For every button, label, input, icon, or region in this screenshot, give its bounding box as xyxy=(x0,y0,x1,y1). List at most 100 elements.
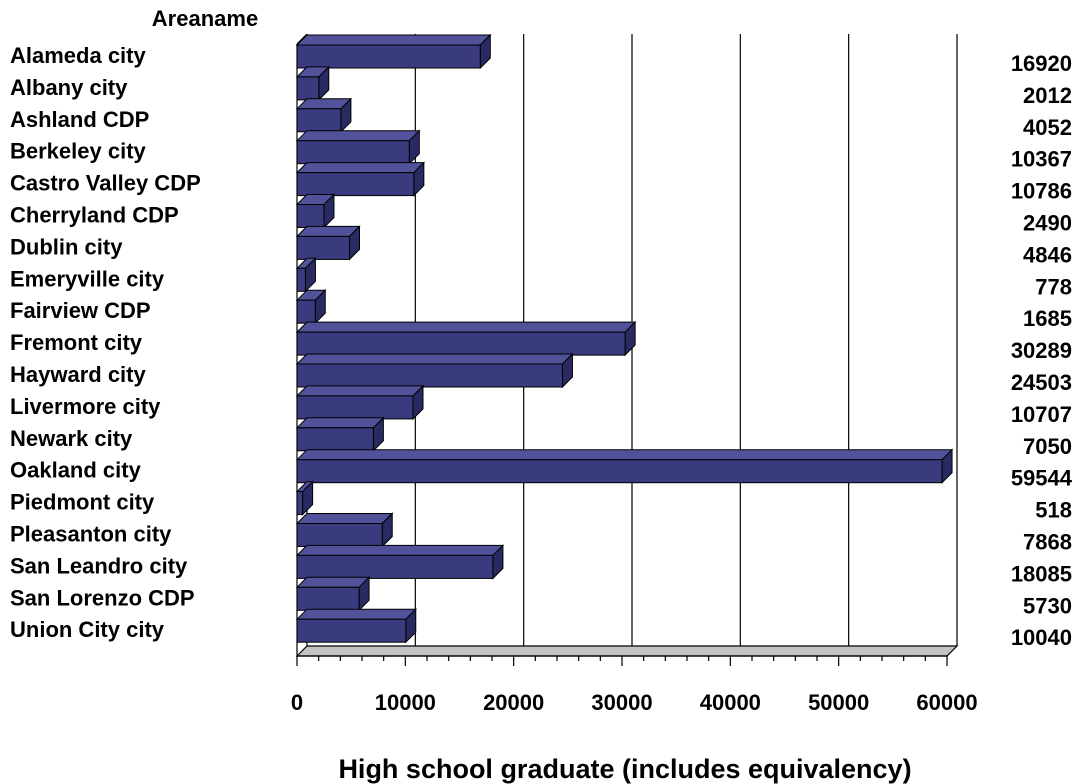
category-label: Berkeley city xyxy=(10,139,147,164)
bar-front-face xyxy=(296,331,626,356)
value-label: 10707 xyxy=(1011,402,1072,427)
bar xyxy=(295,607,417,644)
category-label: Albany city xyxy=(10,75,128,100)
bar-front-face xyxy=(296,76,320,101)
bar-top-face xyxy=(295,544,505,556)
bar-front-face xyxy=(296,427,374,452)
bar-front-face xyxy=(296,395,414,420)
x-tick-label: 20000 xyxy=(483,690,544,715)
category-label: Union City city xyxy=(10,617,165,642)
bar-front-face xyxy=(296,204,325,228)
x-tick-label: 0 xyxy=(291,690,303,715)
value-label: 18085 xyxy=(1011,561,1072,586)
bar-front-face xyxy=(296,140,410,165)
value-label: 10040 xyxy=(1011,625,1072,650)
bar xyxy=(295,193,336,229)
x-tick-label: 30000 xyxy=(591,690,652,715)
bar xyxy=(295,129,421,165)
bar-front-face xyxy=(296,459,943,484)
value-label: 16920 xyxy=(1011,51,1072,76)
bar xyxy=(295,480,314,516)
bar xyxy=(295,512,394,548)
category-label: Oakland city xyxy=(10,458,142,483)
value-label: 778 xyxy=(1035,274,1072,299)
x-tick-label: 50000 xyxy=(808,690,869,715)
bar-top-face xyxy=(295,608,417,620)
category-label: Fremont city xyxy=(10,330,143,355)
value-label: 2012 xyxy=(1023,83,1072,108)
category-label: Dublin city xyxy=(10,234,123,259)
bar xyxy=(295,65,331,102)
category-label: Emeryville city xyxy=(10,266,165,291)
bar-front-face xyxy=(296,172,415,197)
bar-front-face xyxy=(296,618,407,643)
category-label: Newark city xyxy=(10,426,133,451)
bar xyxy=(295,161,426,197)
category-label: Hayward city xyxy=(10,362,146,387)
value-label: 4052 xyxy=(1023,115,1072,140)
x-tick-label: 40000 xyxy=(700,690,761,715)
bar xyxy=(295,448,954,484)
bar xyxy=(295,33,492,70)
category-label: Castro Valley CDP xyxy=(10,171,201,196)
bar-top-face xyxy=(295,417,385,429)
bar xyxy=(295,416,385,453)
bar xyxy=(295,384,425,421)
value-label: 10367 xyxy=(1011,147,1072,172)
value-label: 4846 xyxy=(1023,242,1072,267)
x-tick-label: 10000 xyxy=(375,690,436,715)
category-label: Livermore city xyxy=(10,394,161,419)
bar xyxy=(295,257,317,293)
bar-front-face xyxy=(296,235,350,260)
bar-front-face xyxy=(296,267,306,292)
value-label: 518 xyxy=(1035,498,1072,523)
x-axis-title: High school graduate (includes equivalen… xyxy=(338,754,911,784)
value-label: 59544 xyxy=(1011,466,1073,491)
x-tick-label: 60000 xyxy=(916,690,977,715)
bar-top-face xyxy=(295,385,425,397)
bar xyxy=(295,576,371,612)
bar-front-face xyxy=(296,491,304,516)
bar-top-face xyxy=(295,353,574,365)
category-label: San Leandro city xyxy=(10,553,188,578)
category-label: Piedmont city xyxy=(10,490,155,515)
floor-layer xyxy=(295,645,959,666)
bar-top-face xyxy=(295,130,421,142)
bar-front-face xyxy=(296,363,563,388)
value-label: 24503 xyxy=(1011,370,1072,395)
bar-front-face xyxy=(296,108,342,133)
value-label: 7868 xyxy=(1023,530,1072,555)
value-label: 1685 xyxy=(1023,306,1072,331)
bar-top-face xyxy=(295,162,426,174)
bar xyxy=(295,352,574,389)
bar-top-face xyxy=(295,225,361,237)
labels-layer: 0 10000 20000 30000 40000 50000 60000 Alameda c… xyxy=(10,43,1073,715)
value-label: 30289 xyxy=(1011,338,1072,363)
value-label: 5730 xyxy=(1023,593,1072,618)
category-label: Cherryland CDP xyxy=(10,203,179,228)
bar-top-face xyxy=(295,576,371,588)
category-label: Fairview CDP xyxy=(10,298,151,323)
value-label: 2490 xyxy=(1023,211,1072,236)
bar-top-face xyxy=(295,321,637,333)
category-header: Areaname xyxy=(152,6,258,31)
value-label: 10786 xyxy=(1011,179,1072,204)
category-label: Ashland CDP xyxy=(10,107,149,132)
bar-front-face xyxy=(296,523,383,547)
bar-top-face xyxy=(295,449,954,461)
bar-top-face xyxy=(295,34,492,46)
bar xyxy=(295,320,637,357)
value-label: 7050 xyxy=(1023,434,1072,459)
category-label: San Lorenzo CDP xyxy=(10,585,195,610)
left-wall-edge xyxy=(296,33,308,45)
category-label: Pleasanton city xyxy=(10,522,172,547)
bar-front-face xyxy=(296,554,494,579)
bar xyxy=(295,288,327,325)
bar-top-face xyxy=(295,513,394,524)
chart-floor xyxy=(295,645,959,657)
bar xyxy=(295,97,353,134)
bar-front-face xyxy=(296,44,481,69)
bar-front-face xyxy=(296,299,316,324)
category-label: Alameda city xyxy=(10,43,146,68)
